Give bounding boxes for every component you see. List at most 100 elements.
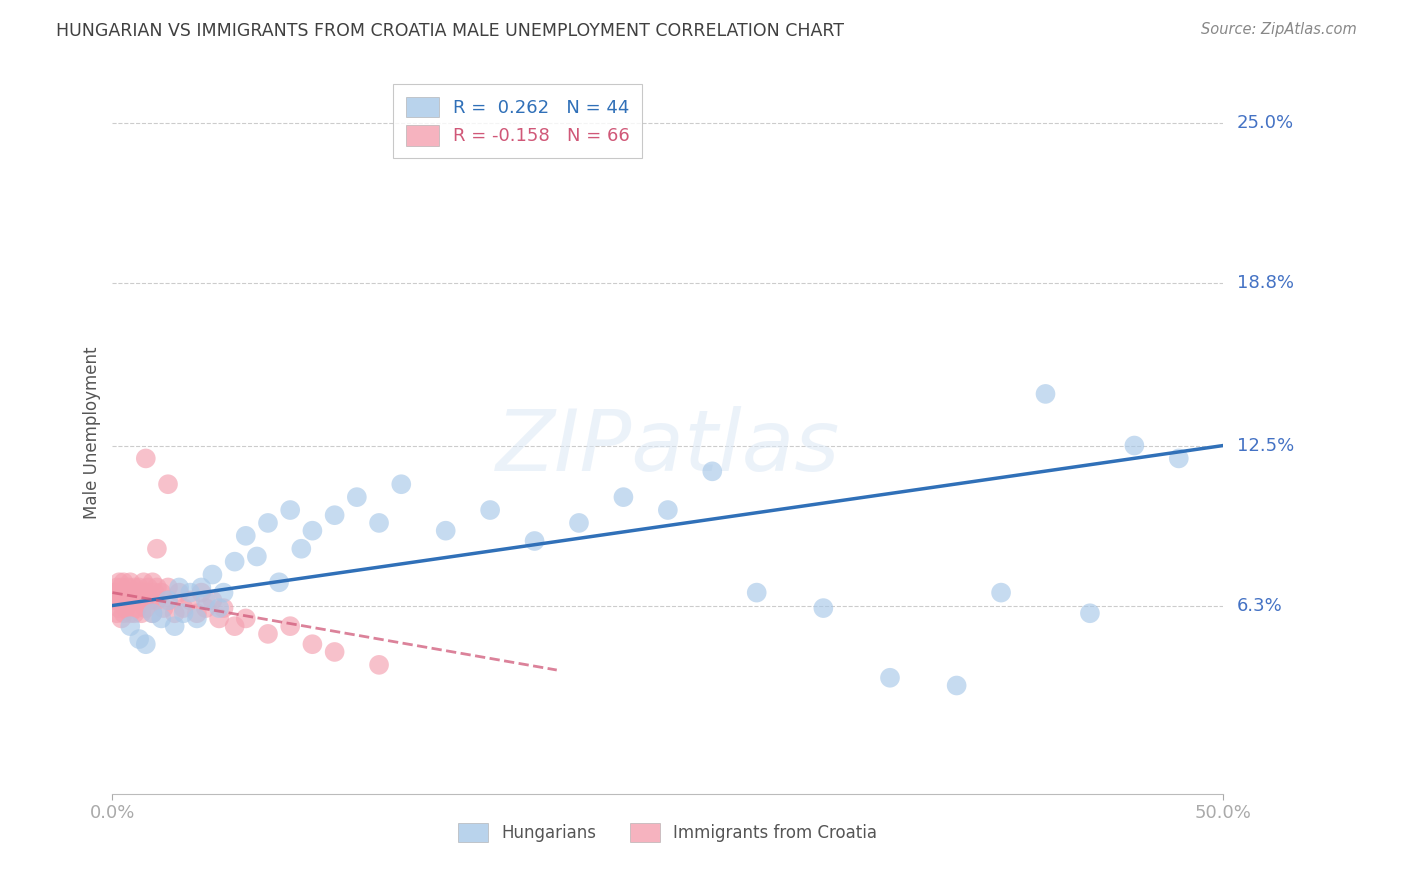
Point (194, 593, 217, 607)
Point (128, 593, 150, 607)
Point (323, 508, 346, 523)
Point (173, 601, 195, 615)
Point (301, 524, 323, 538)
Point (179, 593, 201, 607)
Point (112, 593, 135, 607)
Point (135, 601, 157, 615)
Point (114, 585, 136, 599)
Point (110, 593, 132, 607)
Point (568, 516, 591, 530)
Point (1078, 607, 1101, 621)
Point (157, 581, 180, 595)
Point (246, 549, 269, 564)
Text: 6.3%: 6.3% (1237, 597, 1282, 615)
Legend: Hungarians, Immigrants from Croatia: Hungarians, Immigrants from Croatia (450, 814, 886, 851)
Y-axis label: Male Unemployment: Male Unemployment (83, 346, 101, 519)
Point (173, 607, 195, 621)
Point (108, 575, 131, 590)
Point (146, 541, 169, 556)
Point (112, 575, 135, 590)
Point (163, 607, 186, 621)
Point (224, 619, 246, 633)
Text: 25.0%: 25.0% (1237, 114, 1295, 132)
Point (190, 581, 212, 595)
Point (523, 533, 546, 548)
Point (108, 601, 131, 615)
Text: 18.8%: 18.8% (1237, 274, 1294, 292)
Point (201, 567, 224, 582)
Point (208, 611, 231, 625)
Point (104, 593, 127, 607)
Point (813, 601, 835, 615)
Point (136, 581, 159, 595)
Point (290, 541, 312, 556)
Point (479, 503, 502, 517)
Point (146, 581, 169, 595)
Point (143, 585, 166, 599)
Point (104, 585, 127, 599)
Point (157, 593, 180, 607)
Point (105, 607, 128, 621)
Point (110, 611, 132, 625)
Point (141, 575, 163, 590)
Point (128, 581, 150, 595)
Point (212, 601, 235, 615)
Point (1035, 387, 1057, 401)
Point (990, 585, 1012, 599)
Point (120, 607, 142, 621)
Point (131, 607, 153, 621)
Point (1167, 451, 1189, 466)
Point (257, 627, 280, 641)
Point (150, 611, 173, 625)
Point (235, 611, 257, 625)
Point (125, 601, 148, 615)
Point (389, 477, 412, 491)
Text: HUNGARIAN VS IMMIGRANTS FROM CROATIA MALE UNEMPLOYMENT CORRELATION CHART: HUNGARIAN VS IMMIGRANTS FROM CROATIA MAL… (56, 22, 844, 40)
Point (146, 593, 169, 607)
Point (167, 581, 190, 595)
Point (110, 581, 132, 595)
Point (124, 581, 146, 595)
Point (745, 585, 768, 599)
Point (141, 607, 163, 621)
Point (612, 490, 634, 504)
Point (434, 524, 457, 538)
Text: ZIPatlas: ZIPatlas (496, 406, 839, 489)
Point (194, 601, 217, 615)
Point (235, 529, 257, 543)
Point (135, 451, 157, 466)
Point (323, 645, 346, 659)
Point (128, 632, 150, 646)
Point (208, 601, 231, 615)
Point (945, 678, 967, 692)
Point (179, 585, 201, 599)
Point (132, 575, 155, 590)
Point (702, 464, 724, 478)
Point (157, 593, 180, 607)
Point (124, 607, 146, 621)
Point (108, 585, 131, 599)
Point (186, 607, 208, 621)
Point (368, 516, 391, 530)
Point (190, 585, 212, 599)
Point (257, 516, 280, 530)
Point (368, 657, 391, 672)
Point (121, 593, 143, 607)
Point (132, 593, 155, 607)
Point (117, 593, 139, 607)
Text: Source: ZipAtlas.com: Source: ZipAtlas.com (1201, 22, 1357, 37)
Point (278, 619, 301, 633)
Point (278, 503, 301, 517)
Point (212, 585, 235, 599)
Point (139, 593, 162, 607)
Point (117, 581, 139, 595)
Point (163, 619, 186, 633)
Point (186, 611, 208, 625)
Point (105, 581, 128, 595)
Point (267, 575, 291, 590)
Point (657, 503, 679, 517)
Text: 12.5%: 12.5% (1237, 436, 1295, 455)
Point (201, 593, 224, 607)
Point (157, 477, 180, 491)
Point (135, 637, 157, 651)
